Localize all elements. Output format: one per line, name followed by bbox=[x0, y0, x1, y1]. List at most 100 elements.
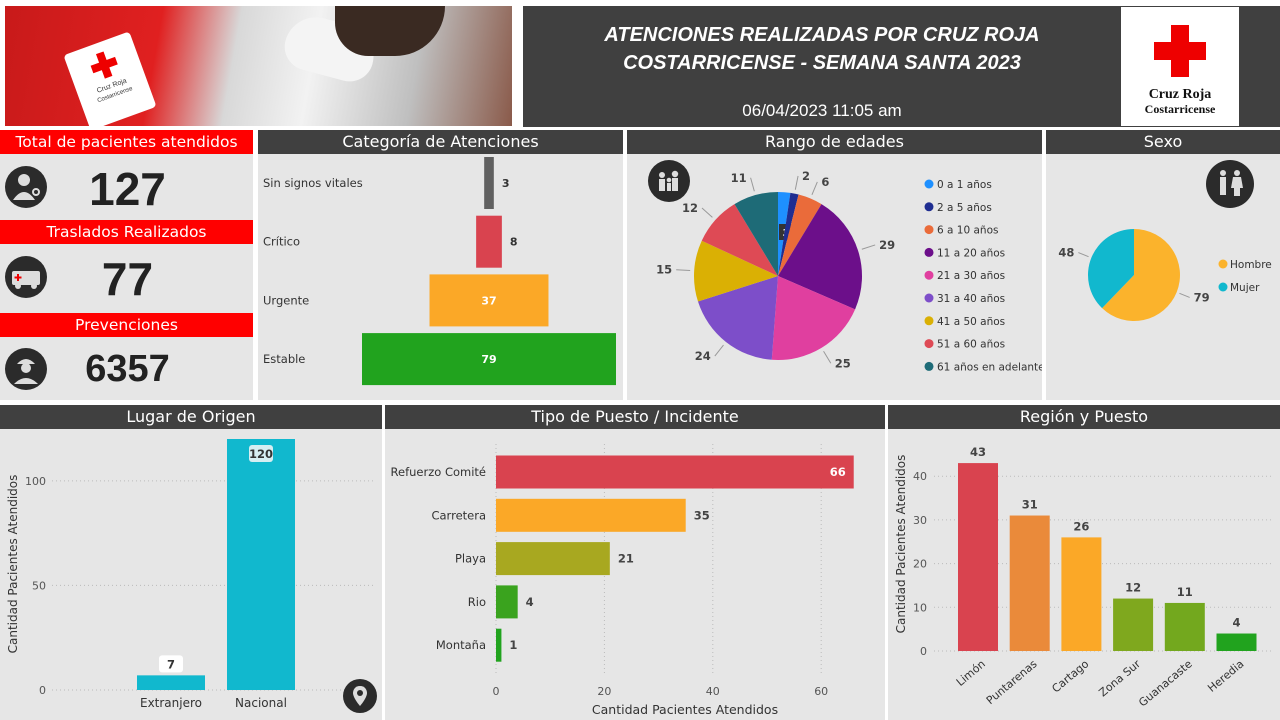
pie-slice bbox=[778, 192, 799, 276]
pie-slice bbox=[697, 276, 778, 360]
leader-line bbox=[701, 207, 713, 218]
legend-marker bbox=[924, 270, 934, 280]
gender-icon bbox=[1206, 160, 1254, 208]
kpi-traslados-label: Traslados Realizados bbox=[0, 220, 253, 244]
legend-marker bbox=[924, 361, 934, 371]
x-axis-label: Cantidad Pacientes Atendidos bbox=[592, 702, 778, 717]
pie-slice bbox=[701, 204, 778, 276]
data-label: 1 bbox=[509, 638, 517, 652]
pie-slice bbox=[778, 204, 862, 310]
y-tick-label: 0 bbox=[920, 645, 927, 658]
legend-marker bbox=[924, 316, 934, 326]
region-chart: 0 10 20 30 40 Cantidad Pacientes Atendidos 43 L… bbox=[894, 445, 1273, 709]
pie-slice bbox=[1088, 229, 1134, 309]
data-label: 12 bbox=[682, 201, 698, 215]
bar bbox=[496, 455, 854, 489]
dashboard-title-line1: ATENCIONES REALIZADAS POR CRUZ ROJA bbox=[604, 24, 1040, 46]
data-label: 15 bbox=[656, 263, 672, 277]
legend-label: 41 a 50 años bbox=[937, 316, 1005, 328]
funnel-bar bbox=[484, 157, 494, 209]
leader-line bbox=[676, 269, 691, 272]
origen-panel: Lugar de Origen 0 50 100 Cantidad Pacientes… bbox=[0, 405, 382, 720]
category-label: Estable bbox=[263, 352, 305, 366]
kpi-total-label: Total de pacientes atendidos bbox=[0, 130, 253, 154]
data-label: 11 bbox=[731, 171, 747, 185]
data-label: 3 bbox=[502, 177, 510, 190]
legend-marker bbox=[924, 293, 934, 303]
y-tick-label: 30 bbox=[913, 514, 927, 527]
funnel-bar bbox=[362, 333, 616, 386]
y-tick-label: 10 bbox=[913, 601, 927, 614]
pie-slice bbox=[1102, 229, 1180, 321]
data-label: 120 bbox=[249, 447, 273, 461]
kpi-prevenciones-label: Prevenciones bbox=[0, 313, 253, 337]
kpi-panel: Total de pacientes atendidos 127 Traslad… bbox=[0, 130, 253, 400]
legend-label: 11 a 20 años bbox=[937, 247, 1005, 259]
sexo-panel: Sexo 79 48 Hombre Mujer bbox=[1046, 130, 1280, 400]
sexo-title: Sexo bbox=[1046, 130, 1280, 154]
y-tick-label: 50 bbox=[32, 579, 46, 592]
bar bbox=[1061, 537, 1102, 651]
red-cross-icon bbox=[88, 48, 121, 81]
pie-slice bbox=[734, 192, 778, 276]
categoria-title: Categoría de Atenciones bbox=[258, 130, 623, 154]
kpi-traslados-value: 77 bbox=[101, 253, 154, 305]
bar bbox=[1113, 598, 1154, 651]
pie-slice bbox=[778, 194, 822, 276]
legend-marker bbox=[1218, 259, 1228, 269]
data-label: 2 bbox=[802, 169, 810, 183]
legend-marker bbox=[924, 339, 934, 349]
data-label: 6 bbox=[821, 175, 829, 189]
label-bg bbox=[249, 445, 273, 462]
data-label: 48 bbox=[1058, 246, 1074, 260]
puesto-title: Tipo de Puesto / Incidente bbox=[385, 405, 885, 429]
bar bbox=[958, 463, 998, 651]
puesto-panel: Tipo de Puesto / Incidente 0 20 40 60 Cantid… bbox=[385, 405, 885, 720]
legend-marker bbox=[924, 202, 934, 212]
bar bbox=[496, 585, 518, 619]
origen-chart: 0 50 100 Cantidad Pacientes Atendidos 7 Extra… bbox=[6, 439, 375, 710]
red-cross-vest-badge: Cruz Roja Costarricense bbox=[63, 31, 157, 126]
leader-line bbox=[1078, 252, 1089, 258]
bar bbox=[227, 439, 295, 690]
legend-marker bbox=[1218, 282, 1228, 292]
category-label: Urgente bbox=[263, 293, 309, 307]
leader-line bbox=[811, 181, 818, 195]
cruz-roja-logo: Cruz Roja Costarricense bbox=[1121, 7, 1239, 126]
x-tick-label: 0 bbox=[493, 685, 500, 698]
x-tick-label: Nacional bbox=[235, 696, 287, 710]
x-tick-label: Puntarenas bbox=[984, 657, 1040, 707]
kpi-prevenciones-value: 6357 bbox=[85, 348, 170, 390]
category-label: Refuerzo Comité bbox=[391, 465, 486, 479]
categoria-chart: Sin signos vitales 3 Crítico 8 Urgente 37 Esta… bbox=[263, 157, 616, 386]
category-label: Playa bbox=[455, 552, 486, 566]
category-label: Carretera bbox=[431, 508, 486, 522]
legend-label: Mujer bbox=[1230, 282, 1260, 294]
leader-line bbox=[823, 351, 832, 364]
puesto-chart: 0 20 40 60 Cantidad Pacientes Atendidos Refue… bbox=[391, 444, 854, 717]
location-pin-icon bbox=[343, 679, 377, 713]
pie-slice bbox=[771, 276, 856, 360]
header-photo: Cruz Roja Costarricense bbox=[5, 6, 512, 126]
data-label: 25 bbox=[835, 356, 851, 370]
y-axis-label: Cantidad Pacientes Atendidos bbox=[894, 455, 908, 634]
x-tick-label: Zona Sur bbox=[1096, 657, 1143, 699]
rescuer-icon bbox=[5, 348, 47, 390]
category-label: Sin signos vitales bbox=[263, 176, 363, 190]
y-tick-label: 40 bbox=[913, 470, 927, 483]
doctor-icon bbox=[5, 166, 47, 208]
kpi-total-value: 127 bbox=[89, 163, 166, 215]
leader-line bbox=[1179, 292, 1190, 298]
dashboard-title-line2: COSTARRICENSE - SEMANA SANTA 2023 bbox=[623, 52, 1021, 74]
x-tick-label: Guanacaste bbox=[1136, 657, 1195, 709]
data-label: 21 bbox=[618, 552, 634, 566]
bar bbox=[496, 498, 686, 532]
logo-text-1: Cruz Roja bbox=[1148, 87, 1212, 102]
y-tick-label: 20 bbox=[913, 558, 927, 571]
data-label: 66 bbox=[830, 465, 846, 479]
data-label: 4 bbox=[1232, 616, 1240, 630]
bar bbox=[137, 675, 205, 690]
data-label: 11 bbox=[1177, 585, 1193, 599]
data-label: 43 bbox=[970, 445, 986, 459]
